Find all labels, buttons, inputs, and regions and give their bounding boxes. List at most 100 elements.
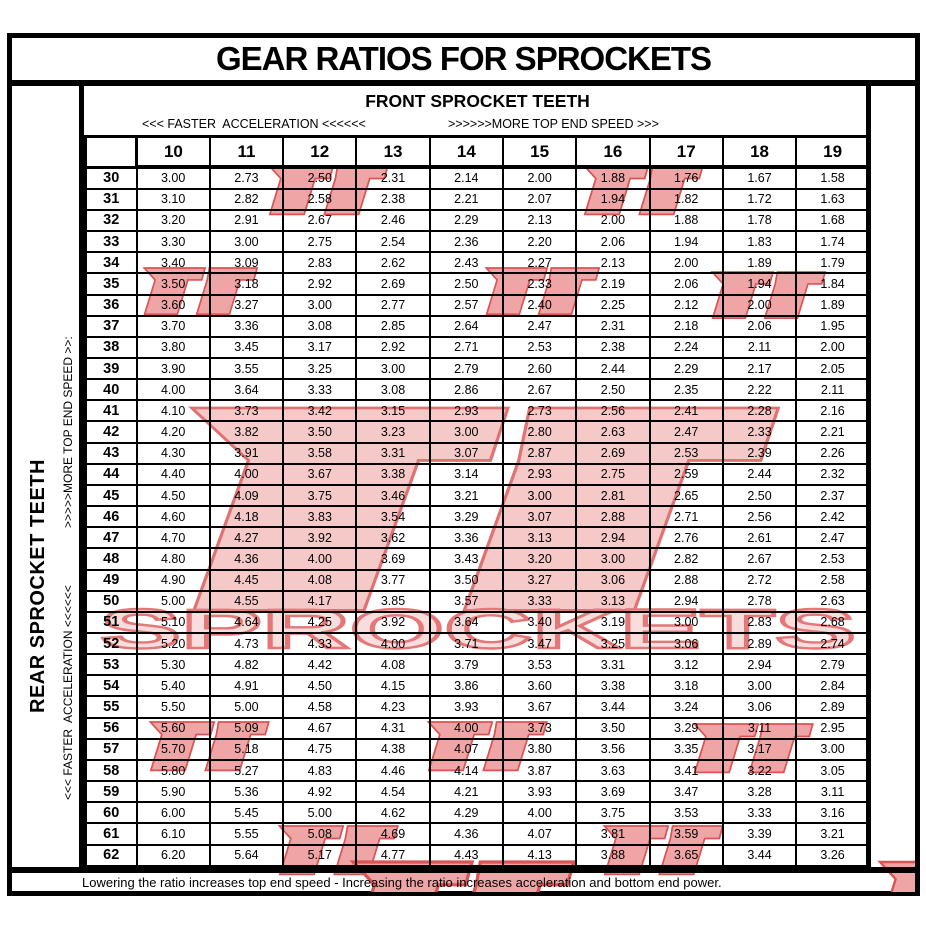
- ratio-cell: 3.56: [575, 737, 651, 761]
- ratio-cell: 3.28: [721, 780, 798, 804]
- ratio-cell: 2.85: [355, 314, 431, 338]
- ratio-cell: 5.08: [282, 822, 358, 846]
- ratio-cell: 2.94: [721, 653, 798, 677]
- ratio-cell: 2.75: [282, 230, 358, 254]
- table-row: 42 4.20 3.82 3.50 3.23 3.00 2.80 2.63 2.47 2.33 2.…: [84, 420, 871, 444]
- rear-teeth-cell: 36: [84, 293, 138, 317]
- ratio-cell: 4.15: [355, 674, 431, 698]
- rear-teeth-cell: 61: [84, 822, 138, 846]
- ratio-cell: 3.18: [648, 674, 724, 698]
- ratio-cell: 4.50: [135, 483, 211, 508]
- ratio-cell: 3.69: [355, 547, 431, 571]
- ratio-cell: 3.59: [648, 822, 724, 846]
- front-teeth-col-header: 10: [135, 135, 211, 169]
- ratio-cell: 3.16: [795, 801, 871, 825]
- ratio-cell: 1.88: [648, 208, 724, 233]
- ratio-cell: 4.90: [135, 568, 211, 592]
- ratio-cell: 3.33: [721, 801, 798, 825]
- ratio-cell: 2.71: [428, 335, 504, 359]
- ratio-cell: 2.22: [721, 378, 798, 402]
- table-row: 56 5.60 5.09 4.67 4.31 4.00 3.73 3.50 3.29 3.11 2.…: [84, 716, 871, 740]
- ratio-cell: 3.31: [575, 653, 651, 677]
- ratio-cell: 2.84: [795, 674, 871, 698]
- ratio-cell: 3.64: [428, 610, 504, 635]
- rear-teeth-cell: 55: [84, 695, 138, 719]
- ratio-cell: 4.08: [355, 653, 431, 677]
- ratio-cell: 2.89: [721, 632, 798, 656]
- ratio-cell: 2.42: [795, 505, 871, 529]
- ratio-cell: 3.19: [575, 610, 651, 635]
- ratio-cell: 4.13: [501, 843, 578, 868]
- ratio-cell: 3.80: [501, 737, 578, 761]
- ratio-cell: 2.77: [355, 293, 431, 317]
- ratio-cell: 3.15: [355, 399, 431, 423]
- ratio-cell: 5.55: [208, 822, 285, 846]
- ratio-cell: 2.18: [648, 314, 724, 338]
- ratio-cell: 3.45: [208, 335, 285, 359]
- ratio-cell: 3.33: [282, 378, 358, 402]
- table-row: 50 5.00 4.55 4.17 3.85 3.57 3.33 3.13 2.94 2.78 2.…: [84, 589, 871, 613]
- ratio-cell: 2.31: [575, 314, 651, 338]
- ratio-cell: 3.05: [795, 758, 871, 783]
- ratio-cell: 2.06: [575, 230, 651, 254]
- ratio-cell: 4.45: [208, 568, 285, 592]
- ratio-cell: 2.38: [575, 335, 651, 359]
- ratio-cell: 3.11: [721, 716, 798, 740]
- ratio-cell: 2.13: [501, 208, 578, 233]
- ratio-cell: 2.75: [575, 462, 651, 486]
- ratio-cell: 2.32: [795, 462, 871, 486]
- ratio-cell: 5.36: [208, 780, 285, 804]
- table-row: 33 3.30 3.00 2.75 2.54 2.36 2.20 2.06 1.94 1.83 1.…: [84, 230, 871, 254]
- ratio-cell: 3.73: [501, 716, 578, 740]
- ratio-cell: 2.11: [795, 378, 871, 402]
- ratio-cell: 4.21: [428, 780, 504, 804]
- ratio-cell: 2.26: [795, 441, 871, 465]
- table-row: 58 5.80 5.27 4.83 4.46 4.14 3.87 3.63 3.41 3.22 3.…: [84, 758, 871, 783]
- ratio-cell: 5.45: [208, 801, 285, 825]
- rear-teeth-cell: 45: [84, 483, 138, 508]
- ratio-cell: 2.33: [721, 420, 798, 444]
- rear-teeth-cell: 48: [84, 547, 138, 571]
- ratio-cell: 4.00: [282, 547, 358, 571]
- ratio-cell: 2.86: [428, 378, 504, 402]
- ratio-cell: 4.33: [282, 632, 358, 656]
- ratio-cell: 2.58: [282, 187, 358, 211]
- ratio-cell: 2.89: [795, 695, 871, 719]
- rear-teeth-cell: 37: [84, 314, 138, 338]
- ratio-cell: 4.00: [501, 801, 578, 825]
- page-title: GEAR RATIOS FOR SPROCKETS: [215, 40, 712, 77]
- ratio-cell: 3.39: [721, 822, 798, 846]
- ratio-cell: 4.62: [355, 801, 431, 825]
- table-row: 39 3.90 3.55 3.25 3.00 2.79 2.60 2.44 2.29 2.17 2.…: [84, 356, 871, 381]
- table-row: 61 6.10 5.55 5.08 4.69 4.36 4.07 3.81 3.59 3.39 3.…: [84, 822, 871, 846]
- ratio-cell: 2.41: [648, 399, 724, 423]
- ratio-cell: 1.76: [648, 166, 724, 190]
- ratio-cell: 4.00: [355, 632, 431, 656]
- ratio-cell: 1.67: [721, 166, 798, 190]
- ratio-cell: 3.90: [135, 356, 211, 381]
- ratio-table: 10 11 12 13 14 15 16 17 18 19 30 3.00 2.73 2.50 2.31 2…: [84, 135, 871, 868]
- ratio-cell: 2.07: [501, 187, 578, 211]
- ratio-cell: 2.06: [648, 272, 724, 296]
- ratio-cell: 3.47: [501, 632, 578, 656]
- faster-acceleration-label-top: <<< FASTER ACCELERATION <<<<<<: [142, 117, 366, 131]
- ratio-cell: 4.83: [282, 758, 358, 783]
- rear-teeth-cell: 53: [84, 653, 138, 677]
- ratio-cell: 3.50: [428, 568, 504, 592]
- rear-teeth-cell: 58: [84, 758, 138, 783]
- ratio-cell: 4.27: [208, 526, 285, 550]
- ratio-cell: 2.63: [575, 420, 651, 444]
- ratio-cell: 4.42: [282, 653, 358, 677]
- ratio-cell: 3.23: [355, 420, 431, 444]
- ratio-cell: 3.00: [135, 166, 211, 190]
- front-teeth-col-header: 16: [575, 135, 651, 169]
- ratio-cell: 3.00: [282, 293, 358, 317]
- rear-sprocket-header: REAR SPROCKET TEETH: [27, 459, 49, 713]
- ratio-cell: 2.59: [648, 462, 724, 486]
- table-row: 51 5.10 4.64 4.25 3.92 3.64 3.40 3.19 3.00 2.83 2.…: [84, 610, 871, 635]
- ratio-cell: 2.71: [648, 505, 724, 529]
- more-top-end-speed-label-top: >>>>>>MORE TOP END SPEED >>>: [448, 117, 659, 131]
- front-sprocket-header: FRONT SPROCKET TEETH: [365, 91, 590, 111]
- ratio-cell: 3.93: [501, 780, 578, 804]
- ratio-cell: 3.13: [575, 589, 651, 613]
